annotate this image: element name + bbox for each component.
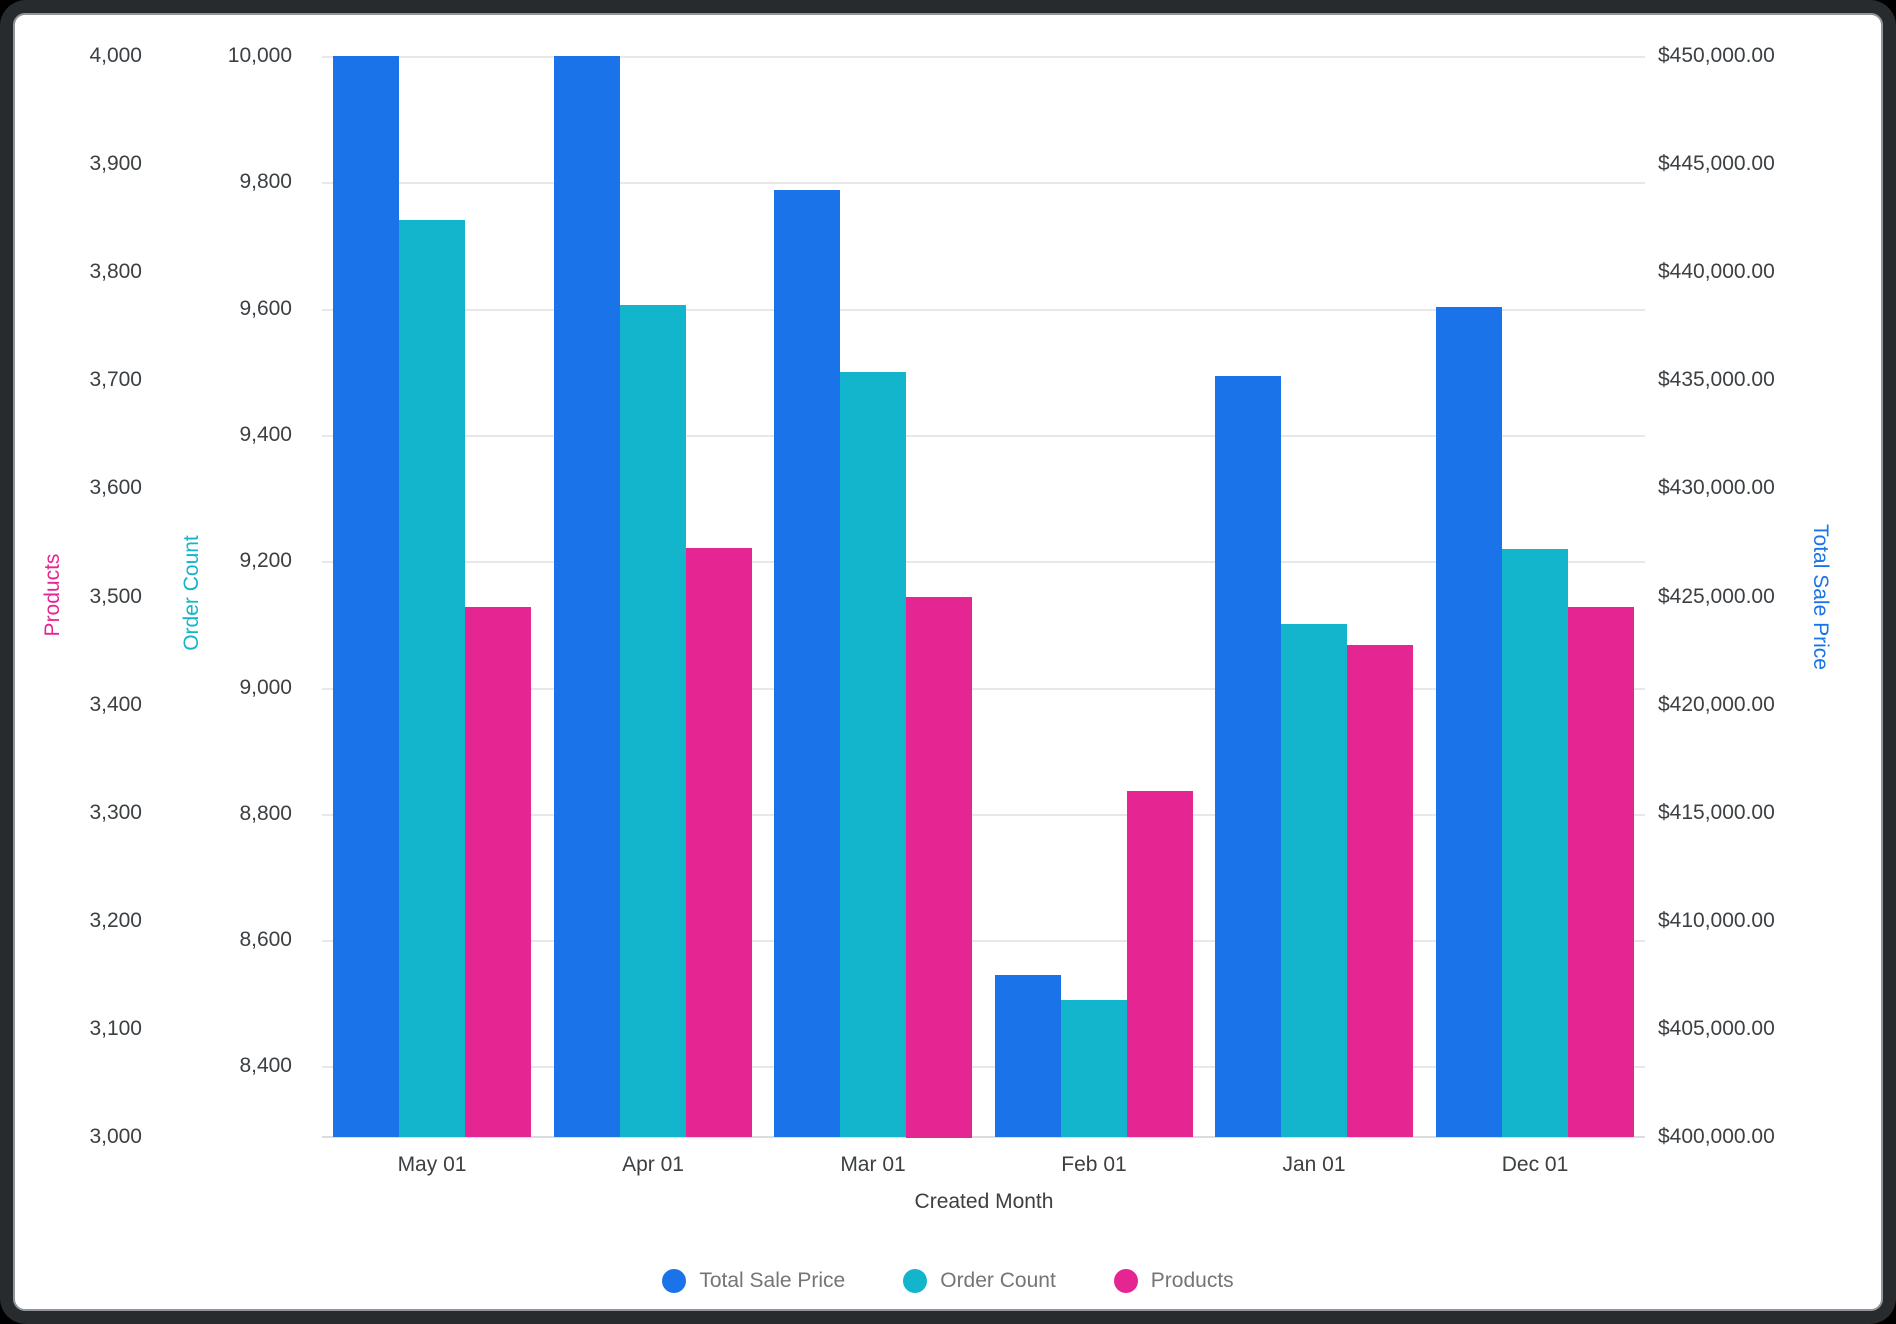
- x-axis-title: Created Month: [914, 1190, 1054, 1213]
- legend-swatch-icon: [662, 1269, 687, 1293]
- price-tick-label: $430,000.00: [1658, 476, 1775, 499]
- order-tick-label: 8,400: [239, 1054, 292, 1077]
- order-tick-label: 10,000: [227, 44, 292, 67]
- order-tick-label: 9,400: [239, 423, 292, 446]
- legend-item-products[interactable]: Products: [1113, 1269, 1234, 1293]
- bar-order-count-dec-01[interactable]: [1502, 549, 1568, 1137]
- products-tick-label: 3,400: [89, 693, 142, 716]
- bar-products-jan-01[interactable]: [1347, 645, 1413, 1137]
- gridline: [322, 56, 1645, 58]
- legend-item-order-count[interactable]: Order Count: [903, 1269, 1056, 1293]
- gridline: [322, 814, 1645, 816]
- price-tick-label: $420,000.00: [1658, 693, 1775, 716]
- products-tick-label: 3,000: [89, 1125, 142, 1148]
- legend-label: Total Sale Price: [699, 1269, 846, 1292]
- gridline: [322, 940, 1645, 942]
- gridline: [322, 561, 1645, 563]
- price-tick-label: $415,000.00: [1658, 801, 1775, 824]
- price-tick-label: $450,000.00: [1658, 44, 1775, 67]
- products-tick-label: 3,100: [89, 1017, 142, 1040]
- order-tick-label: 9,600: [239, 297, 292, 320]
- price-tick-label: $445,000.00: [1658, 152, 1775, 175]
- gridline: [322, 182, 1645, 184]
- chart-legend: Total Sale Price Order Count Products: [0, 1256, 1896, 1306]
- y-axis-title-total-sale-price: Total Sale Price: [1809, 524, 1832, 670]
- gridline: [322, 1066, 1645, 1068]
- bar-total-sale-price-mar-01[interactable]: [774, 190, 840, 1137]
- bar-order-count-jan-01[interactable]: [1281, 624, 1347, 1137]
- order-tick-label: 8,800: [239, 802, 292, 825]
- products-tick-label: 3,300: [89, 801, 142, 824]
- legend-swatch-icon: [903, 1269, 928, 1293]
- products-tick-label: 3,800: [89, 260, 142, 283]
- gridline: [322, 309, 1645, 311]
- price-tick-label: $435,000.00: [1658, 368, 1775, 391]
- order-tick-label: 9,800: [239, 170, 292, 193]
- bar-total-sale-price-dec-01[interactable]: [1436, 307, 1502, 1137]
- gridline: [322, 688, 1645, 690]
- products-tick-label: 3,200: [89, 909, 142, 932]
- y-axis-title-products: Products: [41, 553, 64, 637]
- bar-products-dec-01[interactable]: [1568, 607, 1634, 1137]
- order-tick-label: 8,600: [239, 928, 292, 951]
- x-tick-label: Mar 01: [840, 1153, 906, 1176]
- y-axis-title-order-count: Order Count: [180, 535, 203, 651]
- bar-products-mar-01[interactable]: [906, 597, 972, 1138]
- products-tick-label: 3,900: [89, 152, 142, 175]
- products-tick-label: 3,700: [89, 368, 142, 391]
- products-tick-label: 3,500: [89, 585, 142, 608]
- bar-products-may-01[interactable]: [465, 607, 531, 1137]
- bar-total-sale-price-feb-01[interactable]: [995, 975, 1061, 1137]
- price-tick-label: $405,000.00: [1658, 1017, 1775, 1040]
- bar-products-feb-01[interactable]: [1127, 791, 1193, 1137]
- price-tick-label: $400,000.00: [1658, 1125, 1775, 1148]
- products-tick-label: 3,600: [89, 476, 142, 499]
- bar-products-apr-01[interactable]: [686, 548, 752, 1137]
- bar-order-count-feb-01[interactable]: [1061, 1000, 1127, 1137]
- bar-order-count-mar-01[interactable]: [840, 372, 906, 1137]
- bar-total-sale-price-may-01[interactable]: [333, 56, 399, 1137]
- gridline: [322, 435, 1645, 437]
- bar-order-count-may-01[interactable]: [399, 220, 465, 1137]
- order-tick-label: 9,200: [239, 549, 292, 572]
- x-tick-label: Dec 01: [1501, 1153, 1569, 1176]
- products-tick-label: 4,000: [89, 44, 142, 67]
- legend-label: Products: [1150, 1269, 1234, 1292]
- legend-item-total-sale-price[interactable]: Total Sale Price: [662, 1269, 845, 1293]
- price-tick-label: $425,000.00: [1658, 585, 1775, 608]
- bar-total-sale-price-apr-01[interactable]: [554, 56, 620, 1137]
- x-tick-label: May 01: [397, 1153, 467, 1176]
- bar-order-count-apr-01[interactable]: [620, 305, 686, 1137]
- bar-total-sale-price-jan-01[interactable]: [1215, 376, 1281, 1137]
- x-tick-label: Apr 01: [622, 1153, 684, 1176]
- legend-swatch-icon: [1113, 1269, 1138, 1293]
- price-tick-label: $410,000.00: [1658, 909, 1775, 932]
- order-tick-label: 9,000: [239, 676, 292, 699]
- x-tick-label: Feb 01: [1061, 1153, 1127, 1176]
- x-tick-label: Jan 01: [1282, 1153, 1346, 1176]
- x-axis-line: [322, 1136, 1645, 1138]
- legend-label: Order Count: [940, 1269, 1056, 1292]
- price-tick-label: $440,000.00: [1658, 260, 1775, 283]
